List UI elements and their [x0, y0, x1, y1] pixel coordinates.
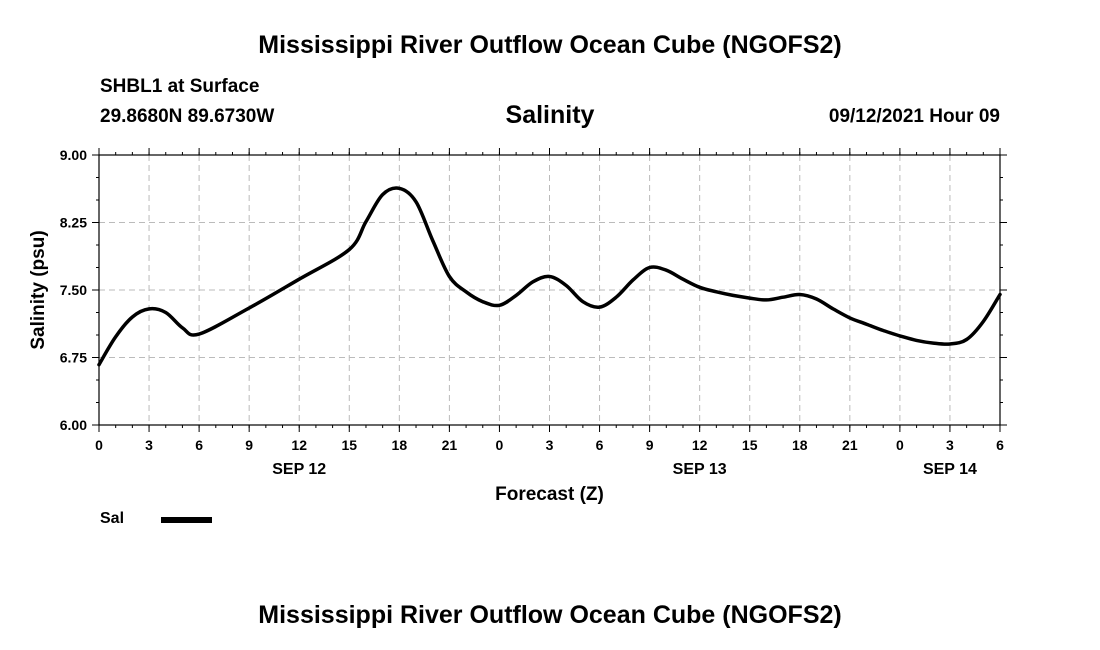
forecast-datetime: 09/12/2021 Hour 09 — [828, 106, 1000, 127]
date-label: SEP 13 — [673, 461, 727, 478]
footer-title: Mississippi River Outflow Ocean Cube (NG… — [258, 601, 842, 629]
x-tick-label: 0 — [896, 437, 904, 453]
date-label: SEP 14 — [923, 461, 977, 478]
y-tick-label: 8.25 — [60, 215, 87, 231]
x-tick-label: 15 — [341, 437, 357, 453]
x-tick-label: 6 — [596, 437, 604, 453]
x-tick-label: 18 — [792, 437, 808, 453]
series-line-salinity — [97, 186, 1002, 367]
x-tick-label: 15 — [742, 437, 758, 453]
station-coords: 29.8680N 89.6730W — [100, 106, 275, 127]
x-tick-label: 21 — [842, 437, 858, 453]
x-tick-label: 9 — [646, 437, 654, 453]
x-tick-label: 6 — [195, 437, 203, 453]
chart-title: Mississippi River Outflow Ocean Cube (NG… — [258, 31, 842, 59]
y-axis-title: Salinity (psu) — [28, 230, 49, 349]
x-axis-title: Forecast (Z) — [495, 484, 604, 505]
x-tick-label: 3 — [946, 437, 954, 453]
legend-swatch — [161, 517, 212, 523]
x-tick-label: 6 — [996, 437, 1004, 453]
x-tick-label: 9 — [245, 437, 253, 453]
x-tick-label: 3 — [145, 437, 153, 453]
y-tick-label: 6.00 — [60, 417, 87, 433]
legend-label: Sal — [100, 510, 125, 527]
variable-title: Salinity — [505, 101, 595, 129]
x-tick-label: 0 — [95, 437, 103, 453]
x-tick-label: 3 — [546, 437, 554, 453]
x-tick-label: 12 — [291, 437, 307, 453]
x-tick-label: 21 — [442, 437, 458, 453]
y-tick-label: 9.00 — [60, 147, 87, 163]
x-tick-label: 12 — [692, 437, 708, 453]
date-label: SEP 12 — [272, 461, 326, 478]
station-label: SHBL1 at Surface — [100, 76, 260, 97]
y-tick-label: 7.50 — [60, 282, 87, 298]
x-tick-label: 18 — [392, 437, 408, 453]
y-tick-label: 6.75 — [60, 350, 87, 366]
x-tick-label: 0 — [496, 437, 504, 453]
